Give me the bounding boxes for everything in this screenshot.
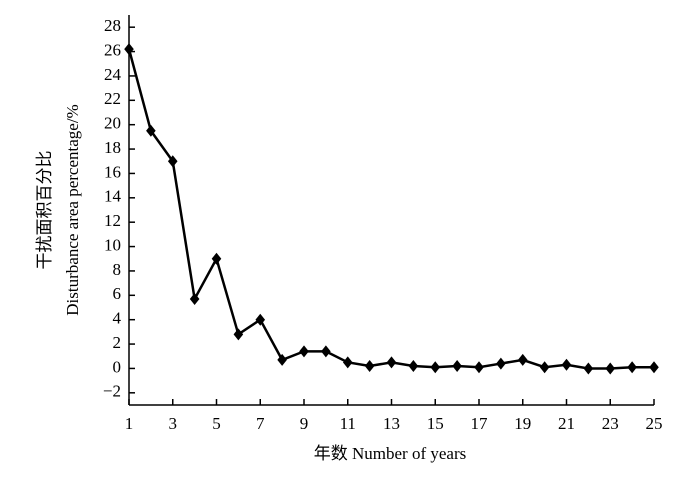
x-tick-label: 5 — [212, 414, 221, 433]
y-tick-label: 18 — [104, 138, 121, 157]
marker — [342, 356, 353, 369]
marker — [211, 252, 222, 265]
marker — [583, 362, 594, 375]
marker — [649, 361, 659, 374]
marker — [255, 313, 266, 326]
marker — [146, 124, 156, 137]
x-tick-label: 3 — [169, 414, 178, 433]
line — [127, 48, 654, 370]
y-tick-label: 20 — [104, 114, 121, 133]
y-tick-label: 8 — [113, 260, 122, 279]
y-tick-label: 28 — [104, 16, 121, 35]
marker — [496, 357, 506, 370]
y-tick-label: 16 — [104, 162, 121, 181]
marker — [605, 362, 616, 375]
y-tick-label: 12 — [104, 211, 121, 230]
marker — [474, 361, 484, 374]
y-tick-label: 0 — [113, 357, 122, 376]
x-tick-label: 25 — [646, 414, 663, 433]
marker — [561, 358, 572, 371]
marker — [321, 345, 331, 358]
marker — [408, 360, 419, 372]
marker — [124, 43, 134, 56]
marker — [233, 328, 244, 341]
marker — [452, 360, 462, 372]
y-axis-label: 干扰面积百分比 — [35, 151, 54, 270]
y-tick-label: 26 — [104, 40, 121, 59]
y-tick-label: 24 — [104, 65, 122, 84]
marker — [627, 361, 637, 374]
x-tick-label: 1 — [125, 414, 134, 433]
x-tick-label: 21 — [558, 414, 575, 433]
x-axis-label: 年数 Number of years — [314, 444, 467, 463]
x-tick-label: 23 — [602, 414, 619, 433]
y-tick-label: 10 — [104, 235, 121, 254]
x-tick-label: 17 — [471, 414, 489, 433]
y-tick-label: 14 — [104, 187, 122, 206]
marker — [386, 356, 397, 369]
x-tick-label: 9 — [300, 414, 309, 433]
marker — [539, 361, 550, 374]
x-tick-label: 15 — [427, 414, 444, 433]
y-tick-label: 22 — [104, 89, 121, 108]
marker — [364, 360, 375, 372]
marker — [189, 292, 200, 305]
y-tick-label: 6 — [113, 284, 122, 303]
y-tick-label: 2 — [113, 333, 122, 352]
x-tick-label: 11 — [340, 414, 356, 433]
marker — [277, 353, 287, 366]
marker — [430, 361, 441, 374]
x-tick-label: 19 — [514, 414, 531, 433]
marker — [167, 155, 178, 168]
x-tick-label: 7 — [256, 414, 265, 433]
marker — [517, 353, 528, 366]
y-tick-label: −2 — [103, 382, 121, 401]
x-tick-label: 13 — [383, 414, 400, 433]
y-tick-label: 4 — [113, 309, 122, 328]
marker — [299, 345, 309, 358]
y-axis-label: Disturbance area percentage/% — [63, 104, 82, 315]
